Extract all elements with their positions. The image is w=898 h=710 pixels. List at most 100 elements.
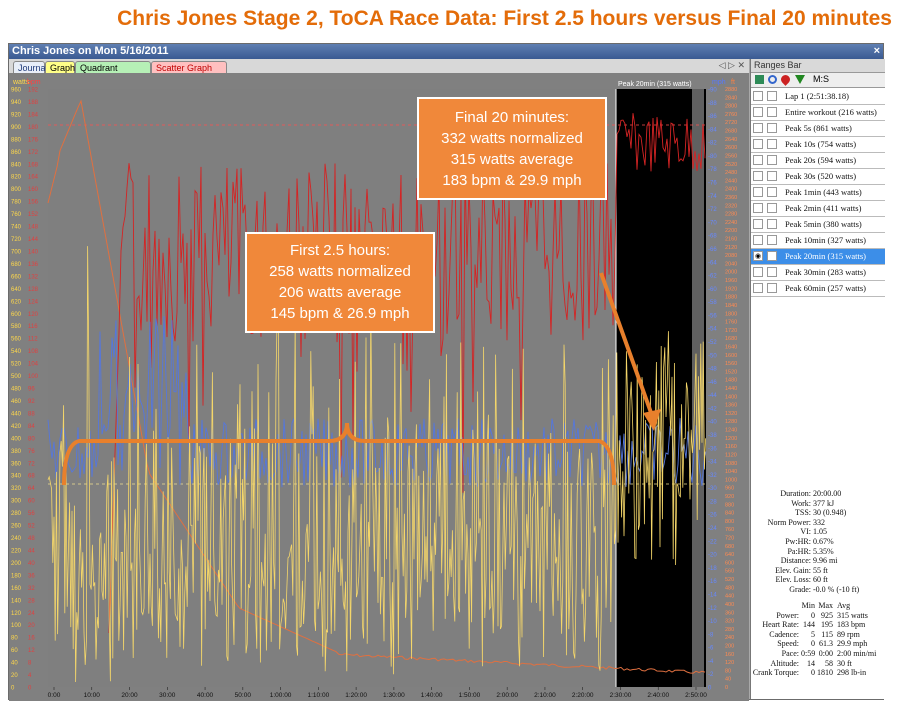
range-checkbox[interactable]	[767, 171, 777, 181]
range-checkbox[interactable]	[767, 123, 777, 133]
ft-tick-label: 280	[725, 627, 734, 633]
ft-tick-label: 1680	[725, 336, 737, 342]
time-tick-label: 10:00	[84, 692, 101, 699]
graph-plot-area[interactable]: Peak 20min (315 watts) watts bpm mph ft …	[9, 73, 749, 701]
range-item[interactable]: Peak 30s (520 watts)	[751, 169, 885, 185]
visibility-checkbox[interactable]	[753, 155, 763, 165]
range-item[interactable]: Peak 2min (411 watts)	[751, 201, 885, 217]
range-checkbox[interactable]	[767, 251, 777, 261]
summary-row: Elev. Loss: 60 ft	[751, 575, 885, 585]
range-checkbox[interactable]	[767, 91, 777, 101]
range-checkbox[interactable]	[767, 283, 777, 293]
ft-tick-label: 2680	[725, 129, 737, 135]
mph-tick-label: -40	[708, 420, 717, 426]
tab-journal[interactable]: Journal	[13, 61, 48, 73]
range-item[interactable]: Peak 20s (594 watts)	[751, 153, 885, 169]
time-format-label[interactable]: M:S	[813, 74, 830, 84]
range-item[interactable]: Entire workout (216 watts)	[751, 105, 885, 121]
mph-tick-label: -54	[708, 327, 717, 333]
time-tick-label: 0:00	[48, 692, 61, 699]
close-icon[interactable]: ×	[873, 45, 880, 57]
stats-cell: Cadence:	[769, 629, 799, 639]
range-item[interactable]: Peak 10min (327 watts)	[751, 233, 885, 249]
ft-tick-label: 1480	[725, 378, 737, 384]
watts-tick-label: 460	[11, 399, 22, 405]
range-item[interactable]: Peak 1min (443 watts)	[751, 185, 885, 201]
stats-cell: 5	[811, 629, 815, 639]
stats-cell: 29.9 mph	[837, 639, 868, 649]
watts-tick-label: 940	[11, 100, 22, 106]
range-checkbox[interactable]	[767, 139, 777, 149]
range-item[interactable]: Peak 30min (283 watts)	[751, 265, 885, 281]
mph-tick-label: -6	[708, 646, 714, 652]
range-item[interactable]: Peak 5s (861 watts)	[751, 121, 885, 137]
visibility-checkbox[interactable]	[753, 171, 763, 181]
mph-tick-label: -56	[708, 313, 717, 319]
visibility-checkbox[interactable]	[753, 235, 763, 245]
visibility-checkbox[interactable]	[753, 123, 763, 133]
mph-tick-label: -4	[708, 659, 714, 665]
watts-tick-label: 860	[11, 150, 22, 156]
range-item[interactable]: Peak 10s (754 watts)	[751, 137, 885, 153]
tab-quadrant-analysis[interactable]: Quadrant Analysis	[75, 61, 151, 85]
visibility-checkbox[interactable]	[753, 91, 763, 101]
range-checkbox[interactable]	[767, 107, 777, 117]
callout-final-title: Final 20 minutes:	[454, 109, 570, 126]
ft-tick-label: 400	[725, 602, 734, 608]
range-checkbox[interactable]	[767, 219, 777, 229]
stats-row: Altitude: 14 58 30 ft	[751, 659, 885, 669]
ft-tick-label: 2160	[725, 237, 737, 243]
ft-tick-label: 1560	[725, 361, 737, 367]
watts-tick-label: 200	[11, 561, 22, 567]
range-checkbox[interactable]	[767, 155, 777, 165]
watts-tick-label: 920	[11, 112, 22, 118]
callout-final-20-minutes: Final 20 minutes: 332 watts normalized 3…	[417, 97, 607, 200]
range-item[interactable]: Peak 5min (380 watts)	[751, 217, 885, 233]
ft-tick-label: 1080	[725, 461, 737, 467]
summary-key: Work:	[791, 498, 811, 508]
range-item-label: Peak 30min (283 watts)	[785, 267, 866, 277]
tab-nav-arrows-icon[interactable]: ◁ ▷ ✕	[718, 60, 745, 70]
bpm-tick-label: 104	[28, 362, 39, 368]
tab-scatter-graph[interactable]: Scatter Graph	[151, 61, 227, 73]
bpm-tick-label: 96	[28, 387, 35, 393]
watts-tick-label: 440	[11, 411, 22, 417]
visibility-checkbox[interactable]	[753, 187, 763, 197]
mph-tick-label: -68	[708, 234, 717, 240]
view-tabs: Journal Graph Quadrant Analysis Scatter …	[9, 59, 749, 85]
visibility-checkbox[interactable]	[753, 219, 763, 229]
heart-icon[interactable]	[779, 73, 792, 86]
eye-icon[interactable]: ◉	[753, 251, 763, 261]
graph-svg: Peak 20min (315 watts) watts bpm mph ft …	[9, 73, 749, 701]
range-item-label: Peak 5min (380 watts)	[785, 219, 862, 229]
ft-tick-label: 680	[725, 544, 734, 550]
ft-tick-label: 1640	[725, 344, 737, 350]
range-item[interactable]: ◉ Peak 20min (315 watts)	[751, 249, 885, 265]
visibility-checkbox[interactable]	[753, 267, 763, 277]
range-item[interactable]: Peak 60min (257 watts)	[751, 281, 885, 297]
watts-tick-label: 660	[11, 274, 22, 280]
range-checkbox[interactable]	[767, 187, 777, 197]
range-checkbox[interactable]	[767, 267, 777, 277]
range-checkbox[interactable]	[767, 203, 777, 213]
add-range-icon[interactable]	[755, 75, 764, 84]
ft-tick-label: 1800	[725, 311, 737, 317]
visibility-checkbox[interactable]	[753, 107, 763, 117]
refresh-icon[interactable]	[768, 75, 777, 84]
visibility-checkbox[interactable]	[753, 139, 763, 149]
range-item[interactable]: Lap 1 (2:51:38.18)	[751, 89, 885, 105]
summary-value: 5.35%	[813, 546, 834, 556]
visibility-checkbox[interactable]	[753, 203, 763, 213]
watts-tick-label: 800	[11, 187, 22, 193]
visibility-checkbox[interactable]	[753, 283, 763, 293]
callout-first-line1: 258 watts normalized	[269, 263, 411, 280]
filter-icon[interactable]	[795, 75, 805, 84]
data-series	[47, 99, 707, 683]
range-checkbox[interactable]	[767, 235, 777, 245]
watts-tick-label: 620	[11, 299, 22, 305]
watts-tick-label: 780	[11, 200, 22, 206]
ft-tick-label: 440	[725, 594, 734, 600]
tab-graph[interactable]: Graph	[45, 61, 75, 73]
time-tick-label: 1:20:00	[345, 692, 367, 699]
summary-row: Pa:HR: 5.35%	[751, 547, 885, 557]
